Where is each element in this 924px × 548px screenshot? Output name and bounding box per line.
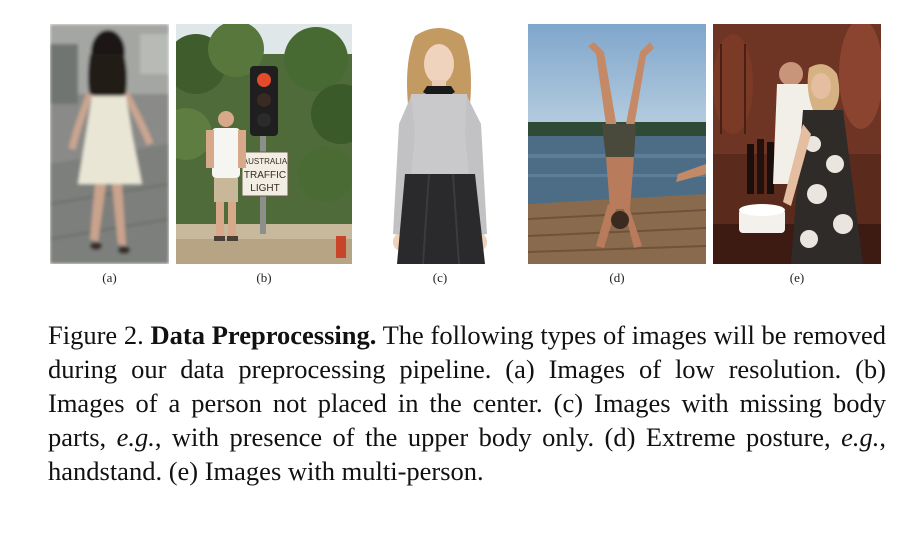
panel-c-image [359,24,521,264]
figure-caption: Figure 2. Data Preprocessing. The follow… [48,318,886,488]
sign-text-line-2: TRAFFIC [244,170,286,181]
caption-eg-2: e.g. [841,422,880,452]
sign-text-line-1: AUSTRALIA [243,157,288,166]
subfigure-label-a: (a) [102,270,117,285]
subfigure-label-c: (c) [432,270,448,285]
panel-a-image [50,24,169,264]
caption-text-1: The following types of images will be re… [48,320,887,452]
caption-title: Data Preprocessing. [150,320,377,350]
panel-d-image [528,24,706,264]
caption-eg-1: e.g. [116,422,155,452]
panel-e-image [713,24,881,264]
caption-text-2: , with presence of the upper body only. … [154,422,842,452]
subfigure-label-b: (b) [256,270,272,285]
subfigure-label-d: (d) [609,270,625,285]
caption-figure-number: Figure 2. [48,320,144,350]
panel-b-image: AUSTRALIA TRAFFIC LIGHT [176,24,352,264]
sign-text-line-3: LIGHT [250,183,279,194]
caption-text-3: , handstand. (e) Images with multi-perso… [48,422,886,486]
subfigure-label-e: (e) [789,270,805,285]
